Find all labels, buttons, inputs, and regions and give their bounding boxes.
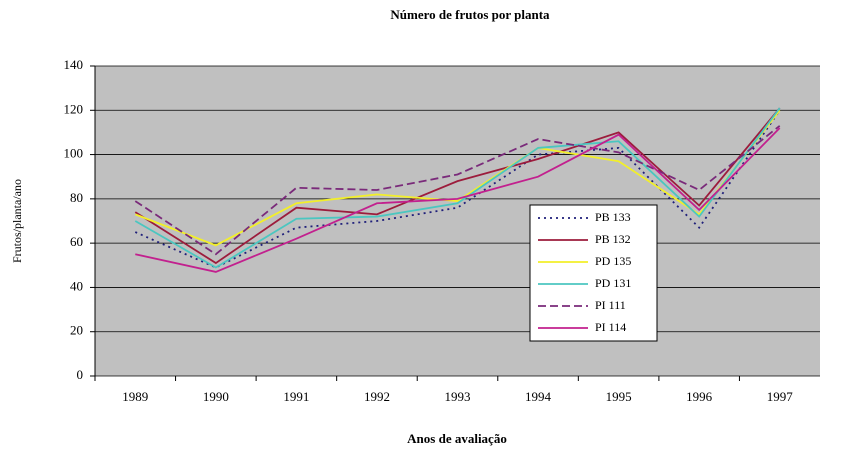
y-tick-label: 120 bbox=[64, 101, 84, 116]
x-tick-label: 1995 bbox=[606, 389, 632, 404]
x-tick-label: 1990 bbox=[203, 389, 229, 404]
x-tick-label: 1996 bbox=[686, 389, 713, 404]
chart-title: Número de frutos por planta bbox=[390, 7, 550, 22]
legend-label: PB 133 bbox=[595, 210, 631, 224]
legend-label: PD 135 bbox=[595, 254, 631, 268]
x-tick-label: 1994 bbox=[525, 389, 552, 404]
x-tick-label: 1991 bbox=[283, 389, 309, 404]
x-tick-label: 1997 bbox=[767, 389, 794, 404]
y-tick-label: 60 bbox=[70, 234, 83, 249]
x-tick-label: 1993 bbox=[445, 389, 471, 404]
y-tick-label: 20 bbox=[70, 323, 83, 338]
y-tick-label: 80 bbox=[70, 190, 83, 205]
y-tick-label: 40 bbox=[70, 278, 83, 293]
x-tick-label: 1992 bbox=[364, 389, 390, 404]
x-tick-label: 1989 bbox=[122, 389, 148, 404]
y-tick-label: 100 bbox=[64, 146, 84, 161]
legend-label: PI 111 bbox=[595, 298, 626, 312]
legend-box bbox=[529, 204, 658, 342]
x-axis-label: Anos de avaliação bbox=[407, 431, 507, 446]
series-line bbox=[134, 125, 781, 256]
series-line bbox=[134, 107, 781, 269]
series-line bbox=[134, 109, 781, 247]
legend-label: PB 132 bbox=[595, 232, 631, 246]
series-line bbox=[134, 107, 781, 265]
series-line bbox=[135, 127, 781, 273]
legend-label: PI 114 bbox=[595, 320, 626, 334]
plot-area bbox=[95, 66, 820, 376]
y-tick-label: 140 bbox=[64, 57, 84, 72]
legend-label: PD 131 bbox=[595, 276, 631, 290]
y-axis-label: Frutos/planta/ano bbox=[10, 179, 24, 263]
y-tick-label: 0 bbox=[77, 367, 84, 382]
